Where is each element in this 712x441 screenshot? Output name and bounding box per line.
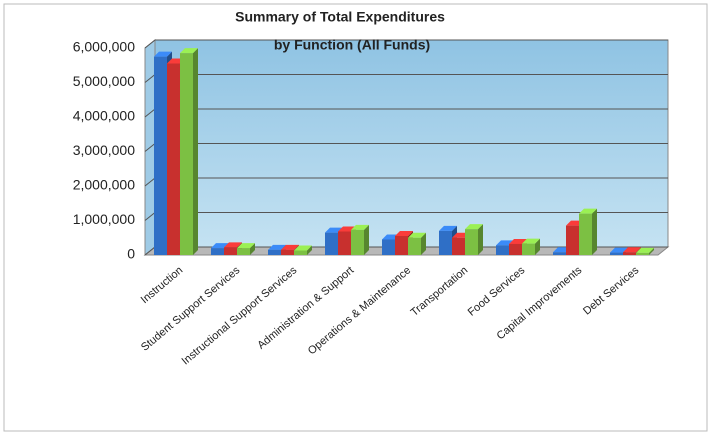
bar-front	[211, 248, 224, 255]
bar	[408, 232, 426, 255]
bar-side	[250, 243, 255, 255]
bar	[180, 48, 198, 255]
bar-top	[579, 208, 597, 214]
bar-front	[294, 250, 307, 255]
bar-side	[592, 208, 597, 255]
bar	[294, 245, 312, 255]
bar-side	[649, 247, 654, 255]
bar-front	[465, 229, 478, 255]
bar	[351, 224, 369, 255]
grid-line	[144, 39, 668, 49]
y-tick-label: 1,000,000	[73, 211, 135, 227]
bar-top	[224, 242, 242, 248]
bar-front	[281, 249, 294, 255]
bar-front	[268, 249, 281, 255]
bar-top	[465, 224, 483, 230]
bar-top	[636, 247, 654, 253]
bar-top	[180, 48, 198, 54]
bar	[636, 247, 654, 255]
bar-front	[522, 243, 535, 255]
bar-front	[553, 252, 566, 255]
bar-side	[421, 232, 426, 255]
bar-side	[535, 238, 540, 255]
bar	[465, 224, 483, 255]
bar-front	[439, 230, 452, 255]
bar-top	[351, 224, 369, 230]
bar-front	[408, 237, 421, 255]
bar-front	[623, 252, 636, 255]
bar-front	[338, 231, 351, 255]
y-tick-label: 2,000,000	[73, 177, 135, 193]
bar-top	[281, 244, 299, 250]
bar-front	[224, 247, 237, 255]
bar-front	[452, 237, 465, 255]
y-tick-label: 5,000,000	[73, 73, 135, 89]
bar-front	[382, 239, 395, 255]
bar-front	[351, 229, 364, 255]
bar-front	[579, 213, 592, 255]
bar-side	[478, 224, 483, 255]
bar-side	[193, 48, 198, 255]
bar	[237, 243, 255, 255]
y-tick-label: 0	[127, 246, 135, 262]
bar-side	[307, 245, 312, 255]
bar-top	[522, 238, 540, 244]
y-tick-label: 4,000,000	[73, 108, 135, 124]
bar-top	[439, 225, 457, 231]
bar-front	[636, 252, 649, 255]
bar-front	[566, 225, 579, 255]
bar-front	[509, 243, 522, 255]
bar-top	[237, 243, 255, 249]
bar-top	[211, 243, 229, 249]
bar-top	[408, 232, 426, 238]
bar	[522, 238, 540, 255]
chart-title: by Function (All Funds)	[274, 37, 430, 53]
bar-side	[364, 224, 369, 255]
bar-top	[509, 238, 527, 244]
bar-front	[496, 245, 509, 255]
bar-top	[294, 245, 312, 251]
bar-top	[623, 247, 641, 253]
bar-front	[395, 236, 408, 255]
bar-top	[395, 231, 413, 237]
bar-front	[610, 252, 623, 255]
y-tick-label: 3,000,000	[73, 142, 135, 158]
bar-front	[154, 56, 167, 255]
chart-title: Summary of Total Expenditures	[235, 9, 445, 25]
bar-top	[154, 51, 172, 57]
bar-front	[325, 232, 338, 255]
bar	[579, 208, 597, 255]
y-tick-label: 6,000,000	[73, 39, 135, 55]
bar-front	[167, 63, 180, 256]
bar-front	[180, 53, 193, 255]
bar-top	[268, 244, 286, 250]
bar-top	[610, 247, 628, 253]
bar-front	[237, 248, 250, 255]
